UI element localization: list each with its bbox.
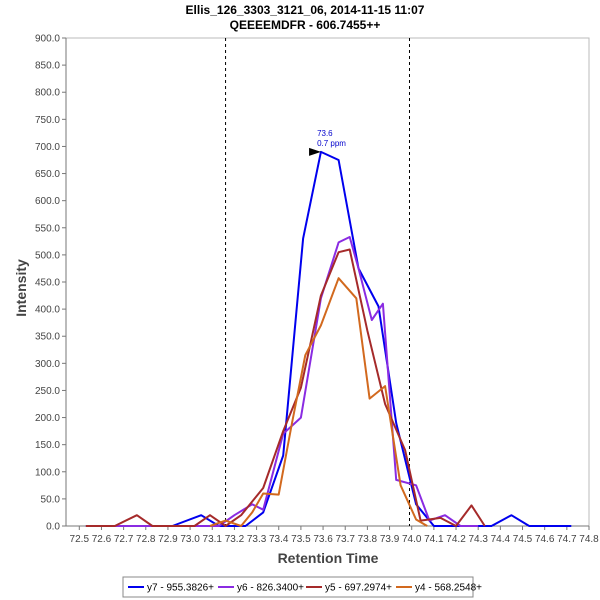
legend-label: y4 - 568.2548+ — [415, 583, 482, 594]
x-tick-label: 72.5 — [70, 534, 90, 545]
x-tick-label: 72.8 — [136, 534, 156, 545]
x-tick-label: 74.5 — [513, 534, 533, 545]
y-axis-label: Intensity — [13, 259, 29, 317]
x-axis-ticks: 72.5 72.6 72.7 72.8 72.9 73.0 73.1 73.2 73.3 73.4… — [70, 526, 599, 545]
peak-annotation-ppm: 0.7 ppm — [317, 139, 346, 148]
x-tick-label: 74.7 — [557, 534, 577, 545]
x-tick-label: 73.0 — [180, 534, 200, 545]
x-tick-label: 74.0 — [402, 534, 422, 545]
y-tick-label: 0.0 — [46, 522, 60, 533]
y-tick-label: 550.0 — [35, 223, 60, 234]
peak-annotation: 73.6 0.7 ppm — [309, 129, 346, 156]
peak-marker-icon — [309, 147, 322, 156]
peak-annotation-time: 73.6 — [317, 129, 333, 138]
x-tick-label: 72.9 — [158, 534, 178, 545]
x-tick-label: 73.9 — [380, 534, 400, 545]
x-tick-label: 73.5 — [291, 534, 311, 545]
x-tick-label: 72.7 — [114, 534, 134, 545]
y-axis-ticks: 0.0 50.0 100.0 150.0 200.0 250.0 300.0 350.0 400… — [35, 34, 66, 533]
x-tick-label: 73.7 — [335, 534, 355, 545]
series-line-y5 — [85, 248, 486, 527]
legend-label: y7 - 955.3826+ — [147, 583, 214, 594]
y-tick-label: 500.0 — [35, 250, 60, 261]
y-tick-label: 900.0 — [35, 34, 60, 45]
y-tick-label: 150.0 — [35, 440, 60, 451]
y-tick-label: 200.0 — [35, 413, 60, 424]
series-line-y4 — [209, 277, 428, 527]
y-tick-label: 50.0 — [41, 494, 61, 505]
legend: y7 - 955.3826+ y6 - 826.3400+ y5 - 697.297… — [122, 576, 482, 598]
x-tick-label: 73.8 — [358, 534, 378, 545]
y-tick-label: 600.0 — [35, 196, 60, 207]
x-axis-label: Retention Time — [278, 550, 379, 566]
x-tick-label: 74.8 — [579, 534, 599, 545]
y-tick-label: 250.0 — [35, 386, 60, 397]
x-tick-label: 74.6 — [535, 534, 555, 545]
x-tick-label: 74.1 — [424, 534, 444, 545]
chart-title: Ellis_126_3303_3121_06, 2014-11-15 11:07 — [186, 3, 425, 17]
y-tick-label: 400.0 — [35, 305, 60, 316]
y-tick-label: 750.0 — [35, 115, 60, 126]
x-tick-label: 73.6 — [313, 534, 333, 545]
y-tick-label: 650.0 — [35, 169, 60, 180]
y-tick-label: 100.0 — [35, 467, 60, 478]
series-lines — [85, 150, 572, 527]
x-tick-label: 73.1 — [203, 534, 223, 545]
y-tick-label: 850.0 — [35, 61, 60, 72]
y-tick-label: 700.0 — [35, 142, 60, 153]
x-tick-label: 73.2 — [225, 534, 245, 545]
x-tick-label: 74.2 — [446, 534, 466, 545]
x-tick-label: 74.4 — [491, 534, 511, 545]
x-tick-label: 74.3 — [468, 534, 488, 545]
x-tick-label: 73.4 — [269, 534, 289, 545]
x-tick-label: 73.3 — [247, 534, 267, 545]
x-tick-label: 72.6 — [92, 534, 112, 545]
y-tick-label: 300.0 — [35, 359, 60, 370]
y-tick-label: 800.0 — [35, 88, 60, 99]
legend-frame — [122, 576, 474, 598]
y-tick-label: 350.0 — [35, 332, 60, 343]
series-line-y7 — [85, 150, 572, 527]
legend-label: y5 - 697.2974+ — [325, 583, 392, 594]
chart-subtitle: QEEEEMDFR - 606.7455++ — [230, 18, 381, 32]
legend-label: y6 - 826.3400+ — [237, 583, 304, 594]
y-tick-label: 450.0 — [35, 278, 60, 289]
